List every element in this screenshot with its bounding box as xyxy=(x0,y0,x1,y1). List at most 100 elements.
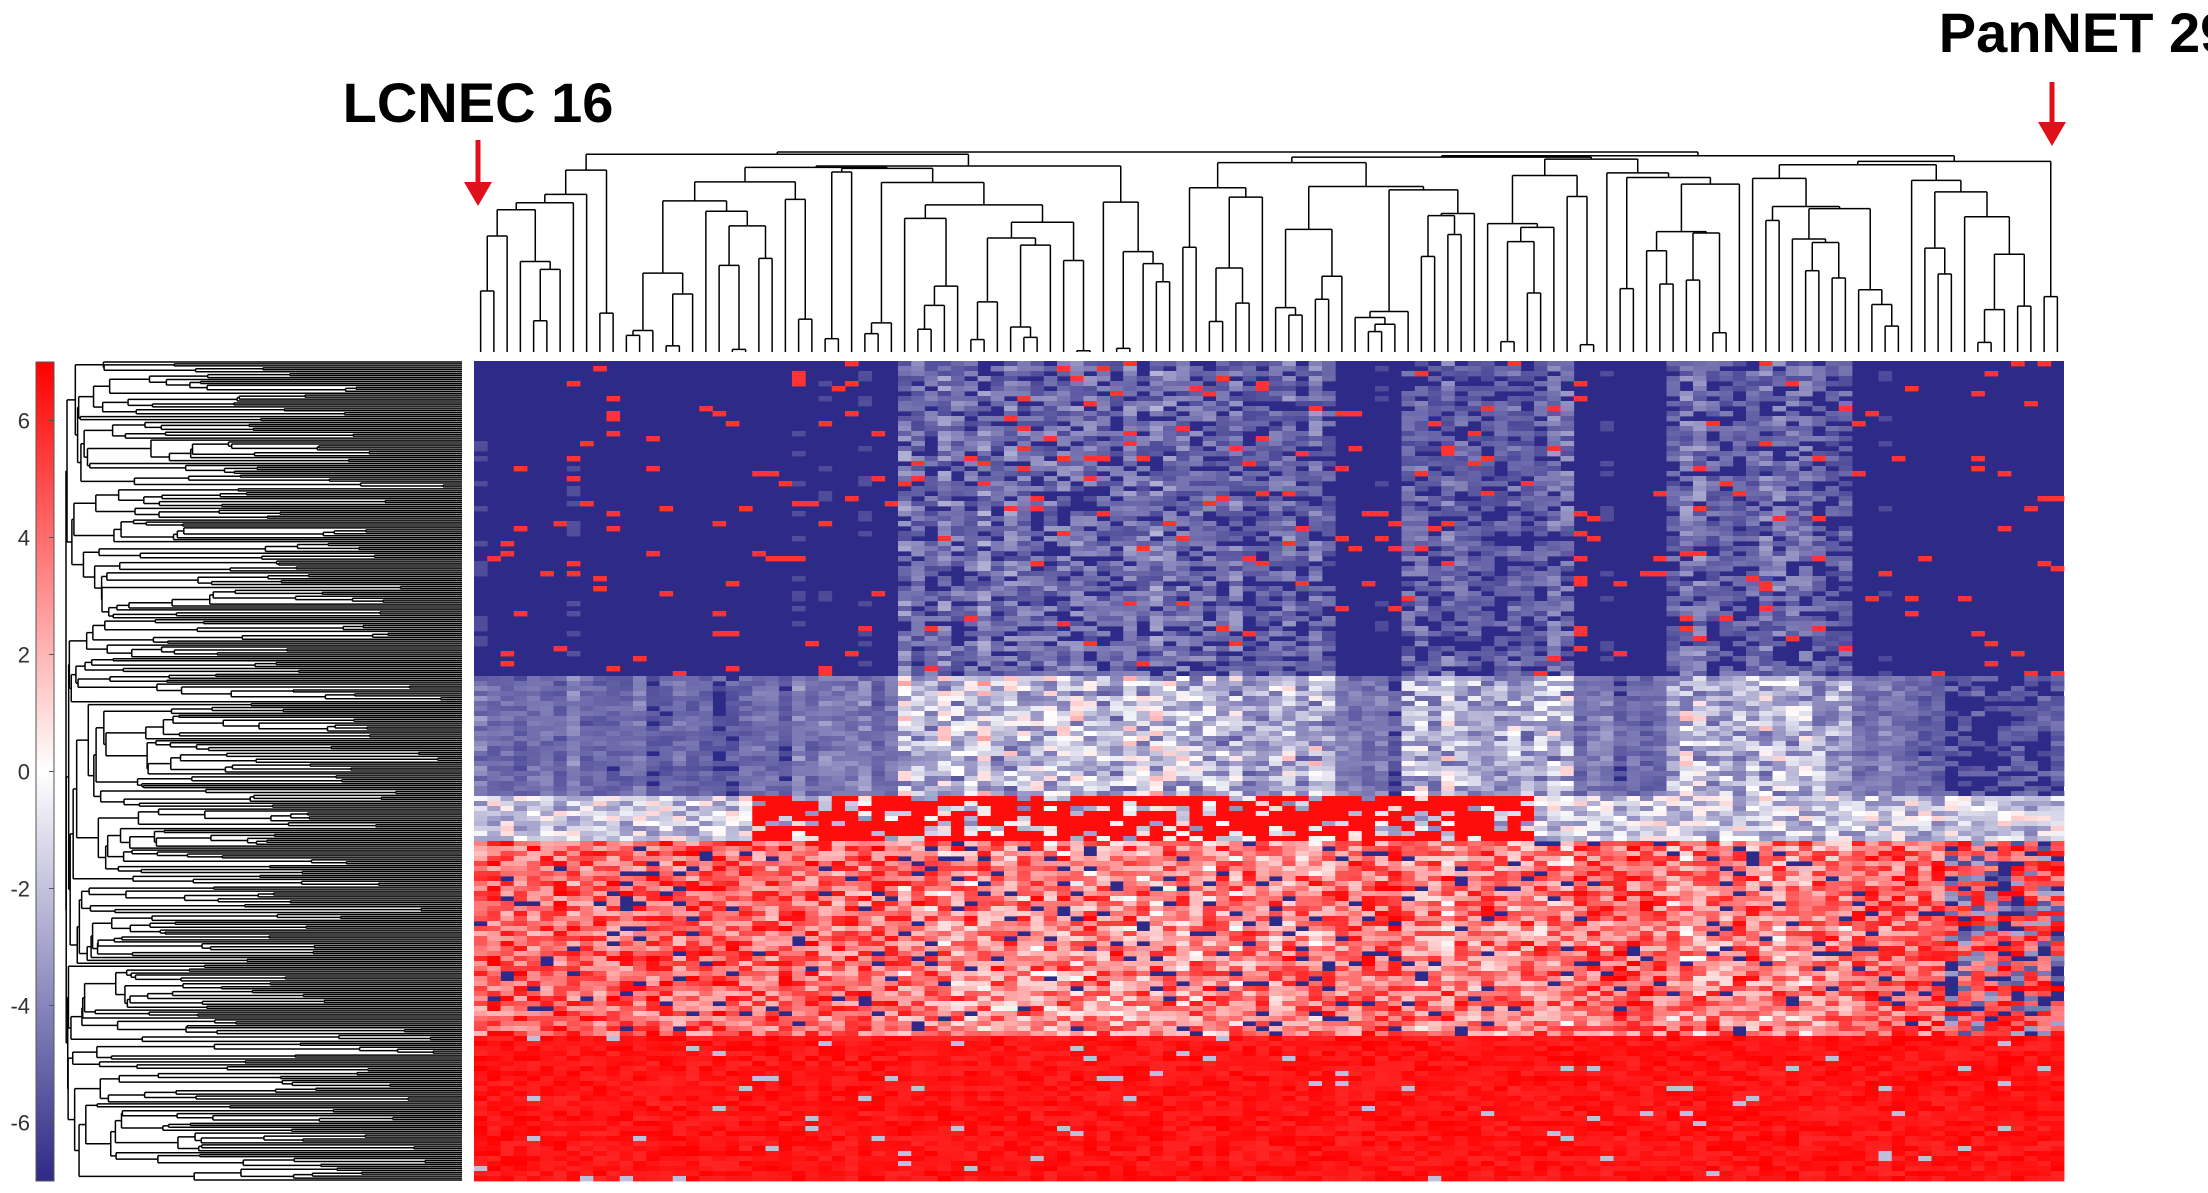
heatmap-cell xyxy=(1706,556,1720,562)
heatmap-cell xyxy=(1693,526,1707,532)
heatmap-cell xyxy=(1149,386,1164,392)
heatmap-cell xyxy=(1163,541,1177,547)
heatmap-cell xyxy=(1189,476,1204,482)
heatmap-cell xyxy=(1560,531,1575,537)
heatmap-cell xyxy=(1799,526,1813,532)
heatmap-cell xyxy=(1189,491,1204,497)
heatmap-cell xyxy=(977,456,992,462)
heatmap-cell xyxy=(1825,511,1840,517)
heatmap-cell xyxy=(1242,661,1257,667)
heatmap-cell xyxy=(1229,641,1243,647)
heatmap-cell xyxy=(1136,681,1151,687)
heatmap-cell xyxy=(1812,421,1826,427)
heatmap-cell xyxy=(1322,546,1336,552)
heatmap-cell xyxy=(1189,621,1204,627)
heatmap-cell xyxy=(1587,516,1601,522)
heatmap-cell xyxy=(1838,361,1853,367)
heatmap-cell xyxy=(1838,406,1853,412)
heatmap-cell xyxy=(1163,681,1177,687)
heatmap-cell xyxy=(964,581,978,587)
heatmap-cell xyxy=(1560,371,1575,377)
heatmap-cell xyxy=(487,686,501,692)
heatmap-cell xyxy=(1414,426,1429,432)
heatmap-cell xyxy=(937,366,952,372)
heatmap-cell xyxy=(1706,681,1720,687)
heatmap-cell xyxy=(1083,631,1098,637)
heatmap-cell xyxy=(1666,651,1681,657)
heatmap-cell xyxy=(937,561,952,567)
heatmap-cell xyxy=(1017,631,1031,637)
heatmap-cell xyxy=(1096,421,1111,427)
heatmap-cell xyxy=(1123,556,1137,562)
heatmap-cell xyxy=(898,601,912,607)
heatmap-cell xyxy=(1282,466,1296,472)
heatmap-cell xyxy=(1229,436,1243,442)
heatmap-cell xyxy=(1666,631,1681,637)
heatmap-cell xyxy=(1004,681,1018,687)
heatmap-cell xyxy=(1229,486,1243,492)
heatmap-cell xyxy=(1428,651,1442,657)
heatmap-cell xyxy=(1759,426,1773,432)
heatmap-cell xyxy=(1481,526,1495,532)
heatmap-cell xyxy=(1507,496,1522,502)
heatmap-cell xyxy=(1467,651,1482,657)
heatmap-cell xyxy=(1229,521,1243,527)
heatmap-cell xyxy=(1507,636,1522,642)
heatmap-cell xyxy=(1454,566,1469,572)
heatmap-cell xyxy=(1242,551,1257,557)
heatmap-cell xyxy=(1110,651,1124,657)
heatmap-cell xyxy=(951,381,965,387)
heatmap-cell xyxy=(898,426,912,432)
heatmap-cell xyxy=(1189,591,1204,597)
heatmap-cell xyxy=(1547,551,1561,557)
heatmap-cell xyxy=(1149,656,1164,662)
heatmap-cell xyxy=(1679,631,1694,637)
heatmap-cell xyxy=(1507,646,1522,652)
heatmap-cell xyxy=(1096,411,1111,417)
heatmap-cell xyxy=(1295,636,1310,642)
heatmap-cell xyxy=(990,501,1005,507)
heatmap-cell xyxy=(937,591,952,597)
heatmap-cell xyxy=(1507,671,1522,677)
heatmap-cell xyxy=(1110,646,1124,652)
heatmap-cell xyxy=(1123,666,1137,672)
heatmap-cell xyxy=(911,371,925,377)
heatmap-cell xyxy=(1772,406,1787,412)
heatmap-cell xyxy=(1534,531,1548,537)
heatmap-cell xyxy=(898,471,912,477)
heatmap-cell xyxy=(1693,561,1707,567)
heatmap-cell xyxy=(1004,581,1018,587)
heatmap-cell xyxy=(1454,606,1469,612)
heatmap-cell xyxy=(1666,386,1681,392)
heatmap-cell xyxy=(1481,501,1495,507)
heatmap-cell xyxy=(1202,556,1217,562)
heatmap-cell xyxy=(1507,396,1522,402)
heatmap-cell xyxy=(1163,471,1177,477)
heatmap-cell xyxy=(1163,611,1177,617)
heatmap-cell xyxy=(911,466,925,472)
heatmap-cell xyxy=(1772,671,1787,677)
heatmap-cell xyxy=(1083,581,1098,587)
heatmap-cell xyxy=(1693,506,1707,512)
heatmap-cell xyxy=(1706,561,1720,567)
heatmap-cell xyxy=(1242,396,1257,402)
heatmap-cell xyxy=(1149,426,1164,432)
heatmap-cell xyxy=(1759,541,1773,547)
heatmap-cell xyxy=(1282,566,1296,572)
heatmap-cell xyxy=(1520,486,1535,492)
heatmap-cell xyxy=(1070,456,1084,462)
heatmap-cell xyxy=(1812,681,1826,687)
heatmap-cell xyxy=(1202,591,1217,597)
heatmap-cell xyxy=(911,361,925,367)
heatmap-cell xyxy=(1494,671,1508,677)
heatmap-cell xyxy=(1229,576,1243,582)
heatmap-cell xyxy=(1905,681,1919,687)
heatmap-cell xyxy=(1202,671,1217,677)
heatmap-cell xyxy=(1043,676,1058,682)
heatmap-cell xyxy=(937,576,952,582)
heatmap-cell xyxy=(1070,601,1084,607)
heatmap-cell xyxy=(1004,501,1018,507)
heatmap-cell xyxy=(1110,506,1124,512)
heatmap-cell xyxy=(1799,566,1813,572)
heatmap-cell xyxy=(951,361,965,367)
